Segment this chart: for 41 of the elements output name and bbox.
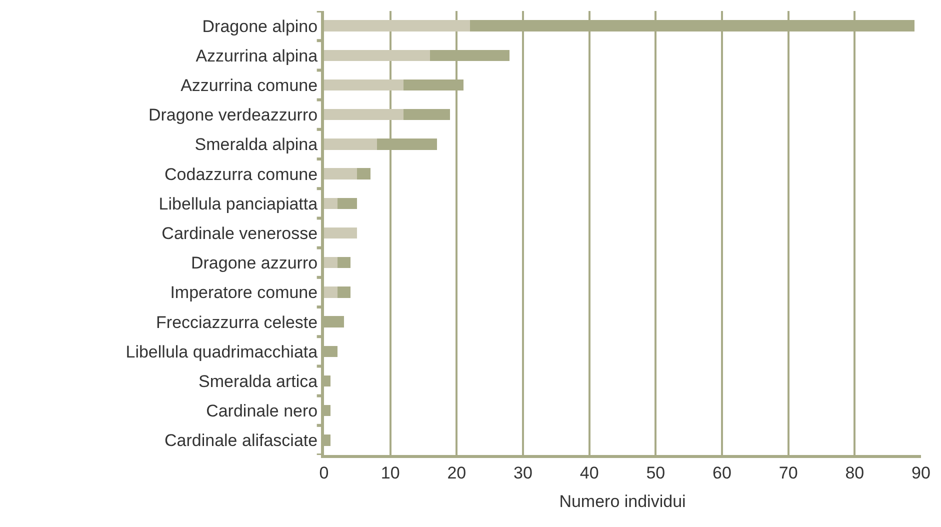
x-tick-label: 10: [380, 463, 400, 482]
y-tick-label: Imperatore comune: [170, 283, 318, 302]
y-tick-label: Cardinale nero: [206, 402, 318, 421]
y-tick-label: Cardinale alifasciate: [164, 431, 318, 450]
bar: [337, 286, 351, 298]
x-tick-label: 50: [646, 463, 666, 482]
y-tick-label: Azzurrina alpina: [196, 46, 318, 66]
bar: [357, 168, 370, 180]
bar: [324, 108, 404, 120]
y-tick-label: Codazzurra comune: [164, 164, 318, 184]
y-tick-label: Smeralda artica: [198, 372, 318, 391]
bar: [324, 168, 358, 180]
x-tick-label: 70: [778, 463, 798, 482]
bar: [404, 108, 450, 120]
y-tick-label: Dragone verdeazzurro: [148, 106, 318, 125]
y-tick-label: Dragone alpino: [202, 16, 318, 36]
bar: [324, 286, 338, 298]
bar: [324, 227, 358, 239]
x-tick-label: 40: [580, 463, 599, 482]
bar: [324, 198, 338, 210]
y-tick-label: Cardinale venerosse: [162, 224, 318, 243]
bar: [324, 20, 470, 32]
bar: [324, 50, 430, 62]
x-axis-title: Numero individui: [559, 492, 686, 511]
bar: [337, 256, 351, 268]
bar: [324, 138, 378, 150]
x-tick-label: 20: [447, 463, 466, 482]
bar: [324, 79, 404, 91]
y-tick-label: Smeralda alpina: [194, 135, 318, 154]
y-tick-label: Libellula quadrimacchiata: [126, 342, 318, 362]
x-tick-label: 60: [712, 463, 732, 482]
x-tick-label: 0: [319, 463, 329, 482]
bar: [337, 198, 358, 210]
x-tick-label: 30: [514, 463, 532, 482]
y-tick-label: Dragone azzurro: [190, 254, 318, 273]
bar: [324, 256, 338, 268]
y-tick-label: Frecciazzurra celeste: [156, 312, 318, 332]
x-tick-label: 90: [912, 463, 930, 482]
y-tick-label: Libellula panciapiatta: [158, 194, 318, 214]
x-tick-label: 80: [845, 463, 864, 482]
y-tick-label: Azzurrina comune: [180, 76, 318, 95]
